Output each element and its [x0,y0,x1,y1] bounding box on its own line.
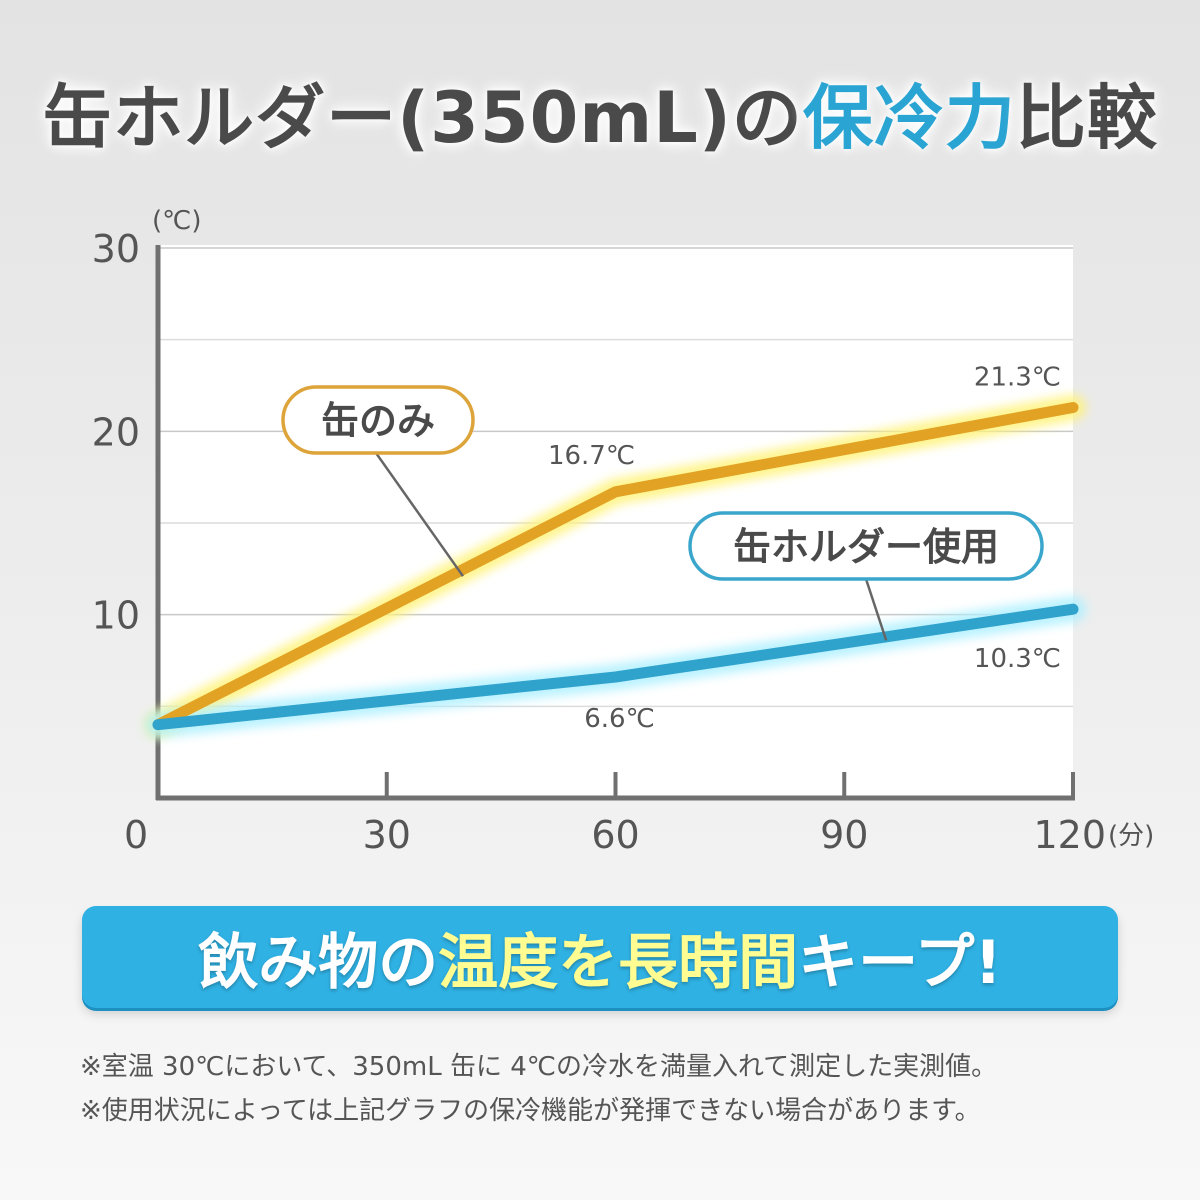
x-tick-label: 60 [591,813,639,857]
title-part-3: 比較 [1015,77,1158,159]
banner-part-3: キープ! [798,927,1002,998]
y-tick-label: 20 [92,410,140,454]
y-axis-unit: (℃) [152,206,202,236]
x-tick-label: 120 [1033,813,1106,857]
legend-label: 缶ホルダー使用 [733,525,999,569]
legend-label: 缶のみ [321,399,435,443]
x-axis-unit: (分) [1108,821,1154,851]
x-tick-label: 30 [363,813,411,857]
footnote-disclaimer: ※使用状況によっては上記グラフの保冷機能が発揮できない場合があります。 [80,1096,981,1126]
x-tick-label: 0 [124,813,148,857]
callout-leader [864,578,888,641]
banner-highlight: 温度を長時間 [438,927,799,998]
callout-bubble [281,385,475,455]
x-tick-label: 90 [820,813,868,857]
title-highlight: 保冷力 [802,77,1016,159]
footnotes: ※室温 30℃において、350mL 缶に 4℃の冷水を満量入れて測定した実測値。… [80,1045,1160,1133]
callout-bubble [688,511,1044,581]
title-part-1: 缶ホルダー(350mL)の [42,77,803,159]
series-line [152,402,1079,731]
keep-temperature-banner: 飲み物の 温度を長時間 キープ! [82,906,1118,1008]
page-title: 缶ホルダー(350mL)の保冷力比較 [0,62,1200,163]
y-tick-label: 10 [92,594,140,638]
series-line [152,603,1079,731]
y-tick-label: 30 [92,227,140,271]
data-label: 10.3℃ [974,644,1061,674]
callout-leader [374,452,465,577]
data-label: 16.7℃ [548,441,635,471]
footnote-measurement: ※室温 30℃において、350mL 缶に 4℃の冷水を満量入れて測定した実測値。 [80,1052,998,1082]
banner-part-1: 飲み物の [198,927,439,998]
data-label: 21.3℃ [974,363,1061,393]
data-label: 6.6℃ [584,704,655,734]
